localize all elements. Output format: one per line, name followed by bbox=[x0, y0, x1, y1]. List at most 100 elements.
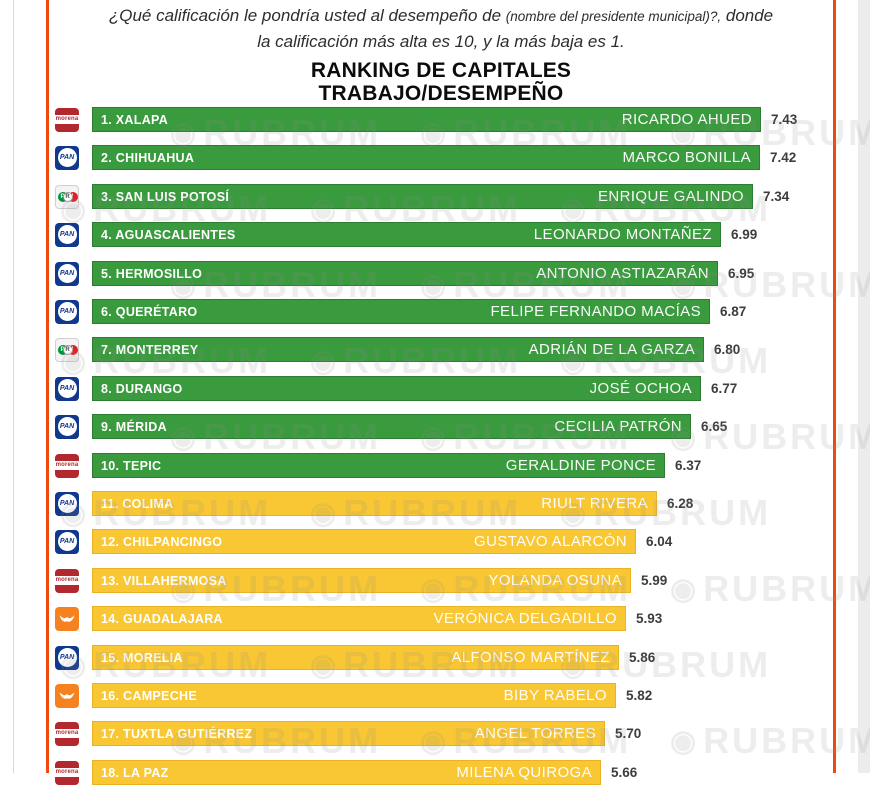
party-logo-pan-icon: PAN bbox=[55, 491, 79, 516]
mayor-name: YOLANDA OSUNA bbox=[488, 572, 622, 589]
score-value: 7.43 bbox=[771, 112, 798, 127]
rank-city-label: 17. TUXTLA GUTIÉRREZ bbox=[101, 726, 253, 741]
mayor-name: VERÓNICA DELGADILLO bbox=[433, 610, 617, 627]
survey-question-tail: donde la calificación más alta es 10, y … bbox=[257, 6, 774, 51]
rank-city-label: 6. QUERÉTARO bbox=[101, 304, 198, 319]
mayor-name: CECILIA PATRÓN bbox=[554, 418, 682, 435]
ranking-row: PRI 3. SAN LUIS POTOSÍ ENRIQUE GALINDO 7.34 bbox=[49, 184, 789, 209]
ranking-row: PAN 12. CHILPANCINGO GUSTAVO ALARCÓN 6.04 bbox=[49, 529, 672, 554]
scrollbar[interactable] bbox=[858, 0, 870, 773]
score-value: 5.70 bbox=[615, 726, 642, 741]
score-value: 5.82 bbox=[626, 688, 653, 703]
score-value: 6.87 bbox=[720, 304, 747, 319]
rank-city-label: 14. GUADALAJARA bbox=[101, 611, 223, 626]
party-logo-pan-icon: PAN bbox=[55, 222, 79, 247]
ranking-row: PRI 7. MONTERREY ADRIÁN DE LA GARZA 6.80 bbox=[49, 337, 740, 362]
survey-question: ¿Qué calificación le pondría usted al de… bbox=[105, 3, 777, 54]
score-bar: 14. GUADALAJARA VERÓNICA DELGADILLO bbox=[92, 606, 626, 631]
score-value: 6.37 bbox=[675, 458, 702, 473]
score-bar: 10. TEPIC GERALDINE PONCE bbox=[92, 453, 665, 478]
score-bar: 15. MORELIA ALFONSO MARTÍNEZ bbox=[92, 645, 619, 670]
ranking-row: PAN 9. MÉRIDA CECILIA PATRÓN 6.65 bbox=[49, 414, 727, 439]
score-bar: 16. CAMPECHE BIBY RABELO bbox=[92, 683, 616, 708]
chart-title-line2: TRABAJO/DESEMPEÑO bbox=[318, 82, 564, 106]
chart-title-line1: RANKING DE CAPITALES bbox=[310, 59, 572, 82]
party-logo-mc-icon bbox=[55, 683, 79, 708]
score-bar: 13. VILLAHERMOSA YOLANDA OSUNA bbox=[92, 568, 631, 593]
score-bar: 7. MONTERREY ADRIÁN DE LA GARZA bbox=[92, 337, 704, 362]
ranking-row: PAN 2. CHIHUAHUA MARCO BONILLA 7.42 bbox=[49, 145, 796, 170]
rank-city-label: 3. SAN LUIS POTOSÍ bbox=[101, 189, 230, 204]
chart-title: RANKING DE CAPITALES TRABAJO/DESEMPEÑO bbox=[49, 59, 833, 105]
score-bar: 6. QUERÉTARO FELIPE FERNANDO MACÍAS bbox=[92, 299, 710, 324]
party-logo-pan-icon: PAN bbox=[55, 529, 79, 554]
mayor-name: ADRIÁN DE LA GARZA bbox=[528, 341, 695, 358]
mayor-name: BIBY RABELO bbox=[503, 687, 607, 704]
rank-city-label: 4. AGUASCALIENTES bbox=[101, 227, 236, 242]
score-bar: 8. DURANGO JOSÉ OCHOA bbox=[92, 376, 701, 401]
mayor-name: ANGEL TORRES bbox=[474, 725, 596, 742]
mayor-name: ALFONSO MARTÍNEZ bbox=[451, 649, 610, 666]
party-logo-pan-icon: PAN bbox=[55, 261, 79, 286]
ranking-row: PAN 5. HERMOSILLO ANTONIO ASTIAZARÁN 6.95 bbox=[49, 261, 754, 286]
mayor-name: RIULT RIVERA bbox=[541, 495, 648, 512]
survey-question-parenthetical: (nombre del presidente municipal)?, bbox=[505, 9, 722, 24]
score-bar: 1. XALAPA RICARDO AHUED bbox=[92, 107, 761, 132]
score-value: 5.99 bbox=[641, 573, 668, 588]
chart-frame-left-border bbox=[46, 0, 49, 773]
mayor-name: GERALDINE PONCE bbox=[505, 457, 656, 474]
score-value: 6.04 bbox=[646, 534, 673, 549]
party-logo-pan-icon: PAN bbox=[55, 299, 79, 324]
score-bar: 11. COLIMA RIULT RIVERA bbox=[92, 491, 657, 516]
page-edge-line bbox=[13, 0, 14, 773]
party-logo-morena-icon: morena bbox=[55, 453, 79, 478]
ranking-row: PAN 6. QUERÉTARO FELIPE FERNANDO MACÍAS 6.8… bbox=[49, 299, 746, 324]
party-logo-morena-icon: morena bbox=[55, 568, 79, 593]
score-bar: 9. MÉRIDA CECILIA PATRÓN bbox=[92, 414, 691, 439]
party-logo-pan-icon: PAN bbox=[55, 414, 79, 439]
score-value: 7.42 bbox=[770, 150, 797, 165]
mayor-name: ENRIQUE GALINDO bbox=[597, 188, 744, 205]
rank-city-label: 1. XALAPA bbox=[101, 112, 169, 127]
rank-city-label: 13. VILLAHERMOSA bbox=[101, 573, 227, 588]
party-logo-pan-icon: PAN bbox=[55, 145, 79, 170]
score-value: 7.34 bbox=[763, 189, 790, 204]
party-logo-morena-icon: morena bbox=[55, 721, 79, 746]
rank-city-label: 7. MONTERREY bbox=[101, 342, 199, 357]
mayor-name: FELIPE FERNANDO MACÍAS bbox=[490, 303, 701, 320]
mayor-name: JOSÉ OCHOA bbox=[589, 380, 692, 397]
chart-header: ¿Qué calificación le pondría usted al de… bbox=[49, 0, 833, 105]
party-logo-morena-icon: morena bbox=[55, 107, 79, 132]
ranking-row: morena 1. XALAPA RICARDO AHUED 7.43 bbox=[49, 107, 797, 132]
rank-city-label: 5. HERMOSILLO bbox=[101, 266, 203, 281]
rank-city-label: 2. CHIHUAHUA bbox=[101, 150, 195, 165]
ranking-row: morena 17. TUXTLA GUTIÉRREZ ANGEL TORRES 5.… bbox=[49, 721, 641, 746]
ranking-row: morena 10. TEPIC GERALDINE PONCE 6.37 bbox=[49, 453, 701, 478]
rank-city-label: 9. MÉRIDA bbox=[101, 419, 167, 434]
chart-frame-right-border bbox=[833, 0, 836, 773]
ranking-row: PAN 11. COLIMA RIULT RIVERA 6.28 bbox=[49, 491, 693, 516]
score-value: 6.95 bbox=[728, 266, 755, 281]
score-bar: 4. AGUASCALIENTES LEONARDO MONTAÑEZ bbox=[92, 222, 721, 247]
score-bar: 3. SAN LUIS POTOSÍ ENRIQUE GALINDO bbox=[92, 184, 753, 209]
rank-city-label: 8. DURANGO bbox=[101, 381, 183, 396]
rubrum-logo-icon: ◉ bbox=[670, 573, 700, 606]
score-value: 6.99 bbox=[731, 227, 758, 242]
score-value: 6.28 bbox=[667, 496, 694, 511]
party-logo-pan-icon: PAN bbox=[55, 645, 79, 670]
ranking-row: 16. CAMPECHE BIBY RABELO 5.82 bbox=[49, 683, 652, 708]
rubrum-logo-icon: ◉ bbox=[670, 725, 700, 758]
mayor-name: GUSTAVO ALARCÓN bbox=[474, 533, 627, 550]
rubrum-watermark: ◉RUBRUM bbox=[670, 720, 870, 761]
score-value: 5.93 bbox=[636, 611, 663, 626]
rank-city-label: 11. COLIMA bbox=[101, 496, 174, 511]
mayor-name: ANTONIO ASTIAZARÁN bbox=[536, 265, 709, 282]
score-bar: 17. TUXTLA GUTIÉRREZ ANGEL TORRES bbox=[92, 721, 605, 746]
score-value: 5.86 bbox=[629, 650, 656, 665]
ranking-row: morena 13. VILLAHERMOSA YOLANDA OSUNA 5.99 bbox=[49, 568, 667, 593]
ranking-row: PAN 15. MORELIA ALFONSO MARTÍNEZ 5.86 bbox=[49, 645, 655, 670]
rank-city-label: 15. MORELIA bbox=[101, 650, 183, 665]
mayor-name: LEONARDO MONTAÑEZ bbox=[533, 226, 712, 243]
mayor-name: RICARDO AHUED bbox=[621, 111, 752, 128]
ranking-row: PAN 8. DURANGO JOSÉ OCHOA 6.77 bbox=[49, 376, 737, 401]
